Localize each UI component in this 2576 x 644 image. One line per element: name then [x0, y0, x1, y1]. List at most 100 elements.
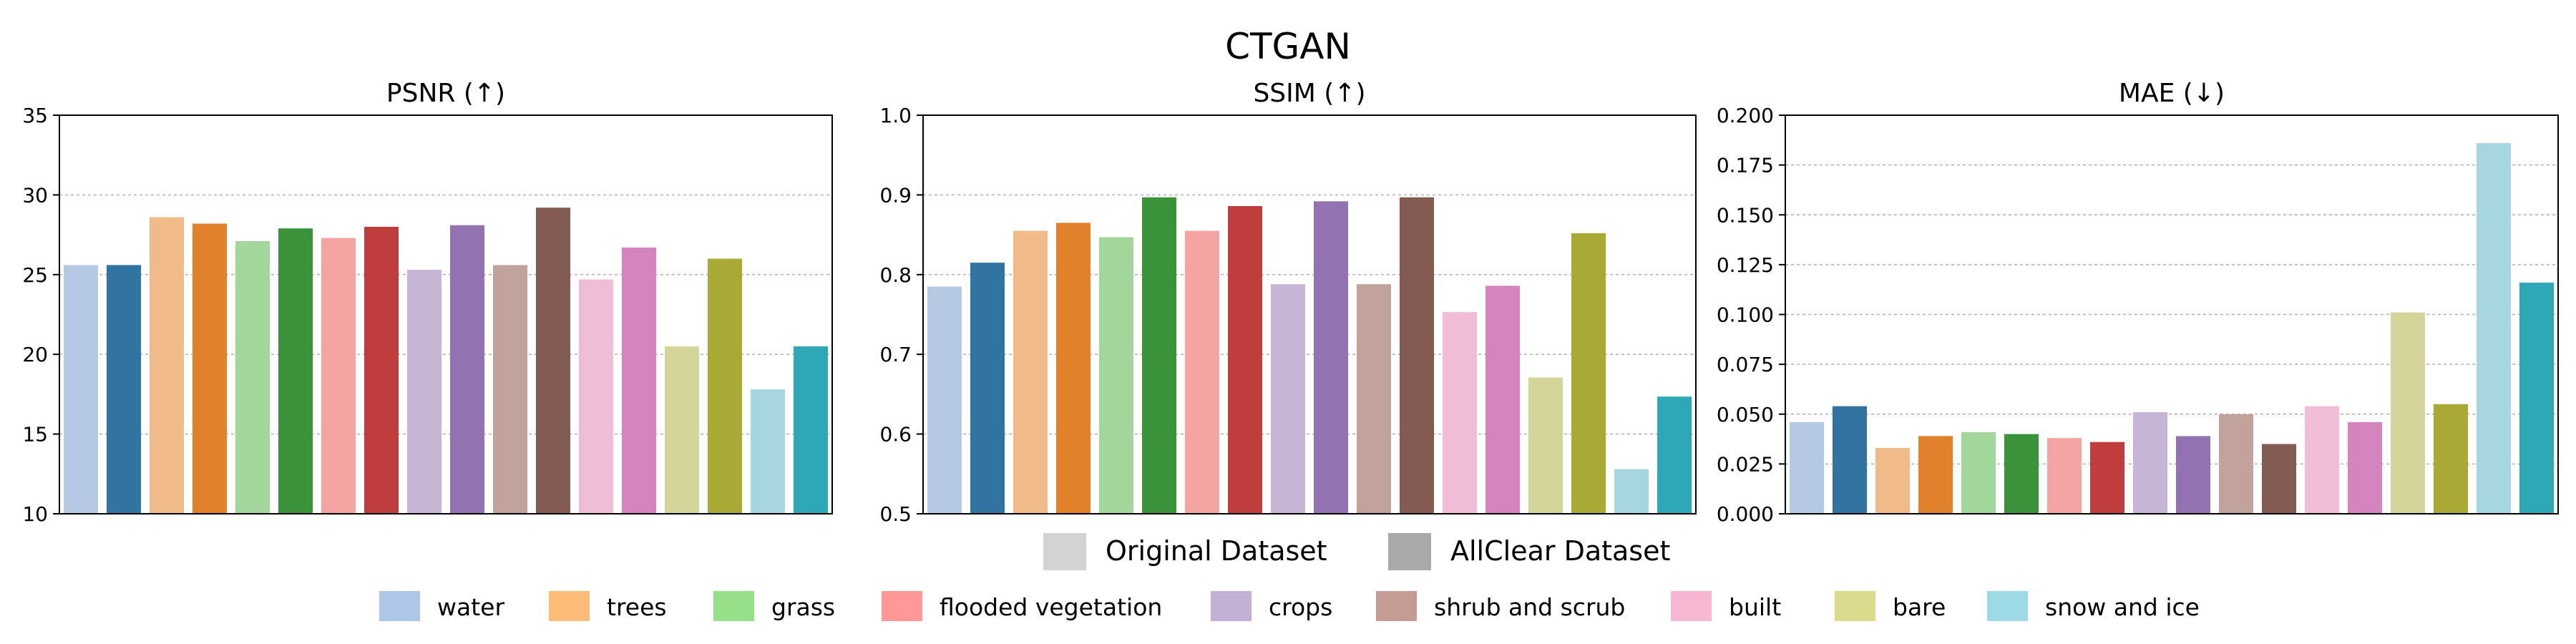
bar-grass-original [1099, 237, 1133, 514]
bar-shrub-and-scrub-original [2219, 414, 2253, 514]
bar-crops-allclear [450, 225, 484, 514]
bar-flooded-vegetation-original [2047, 438, 2082, 514]
bar-built-allclear [622, 247, 656, 514]
class-legend-swatch [1835, 591, 1875, 621]
y-tick-label: 30 [22, 183, 48, 207]
y-tick-label: 15 [22, 423, 48, 447]
bar-crops-original [1271, 284, 1305, 514]
y-tick-label: 35 [22, 104, 48, 127]
chart-panel-1: 0.5 0.6 0.7 0.8 0.9 1.0 SSIM (↑) [879, 79, 1697, 526]
class-legend-label: shrub and scrub [1434, 593, 1625, 621]
bar-bare-original [1528, 377, 1563, 514]
dataset-legend-swatch [1043, 533, 1086, 570]
class-legend-label: snow and ice [2045, 593, 2200, 621]
bar-crops-original [407, 270, 441, 514]
bar-built-original [1443, 312, 1477, 514]
bar-snow-and-ice-original [2477, 142, 2511, 514]
class-legend-label: crops [1269, 593, 1332, 621]
class-legend-label: water [437, 593, 504, 621]
y-tick-label: 25 [22, 263, 48, 287]
y-tick-label: 0.7 [879, 343, 912, 366]
y-tick-label: 0.100 [1717, 303, 1774, 327]
bar-trees-allclear [1056, 223, 1091, 514]
class-legend-swatch [882, 591, 922, 621]
bar-bare-original [2391, 312, 2425, 514]
class-legend-swatch [1211, 591, 1252, 621]
bar-bare-original [665, 346, 699, 514]
bar-built-allclear [1485, 286, 1520, 514]
bar-shrub-and-scrub-original [1357, 284, 1391, 514]
bar-shrub-and-scrub-original [493, 265, 527, 514]
bar-built-original [579, 279, 613, 514]
class-legend-label: trees [607, 593, 667, 621]
axes-frame [922, 114, 1697, 514]
bar-flooded-vegetation-allclear [364, 226, 399, 514]
dataset-legend: Original Dataset AllClear Dataset [1043, 533, 1670, 570]
class-legend-swatch [549, 591, 590, 621]
bar-water-original [1790, 421, 1824, 514]
bar-grass-allclear [2004, 434, 2039, 514]
bar-crops-allclear [2176, 436, 2210, 514]
class-legend-label: bare [1893, 593, 1946, 621]
class-legend-label: built [1729, 593, 1781, 621]
bar-shrub-and-scrub-allclear [536, 208, 570, 514]
axes-frame [1785, 114, 2559, 514]
bar-flooded-vegetation-allclear [2090, 441, 2124, 514]
y-tick-label: 0.8 [879, 263, 912, 287]
y-tick-label: 0.125 [1717, 253, 1774, 277]
class-legend-swatch [713, 591, 754, 621]
y-tick-label: 0.075 [1717, 353, 1774, 376]
class-legend-swatch [1671, 591, 1712, 621]
class-legend-label: flooded vegetation [940, 593, 1162, 621]
bar-crops-allclear [1314, 201, 1348, 514]
class-legend-label: grass [771, 593, 835, 621]
y-tick-label: 0.150 [1717, 203, 1774, 227]
y-tick-label: 0.9 [879, 183, 912, 207]
bar-snow-and-ice-allclear [2519, 282, 2554, 514]
bar-crops-original [2133, 411, 2167, 514]
y-tick-label: 1.0 [879, 104, 912, 127]
bar-snow-and-ice-allclear [1657, 396, 1692, 514]
bar-grass-allclear [278, 228, 313, 514]
dataset-legend-swatch [1388, 533, 1431, 570]
bar-trees-allclear [1918, 436, 1953, 514]
class-legend-swatch [379, 591, 420, 621]
bar-grass-allclear [1142, 197, 1176, 514]
chart-panel-0: 10 15 20 25 30 35 PSNR (↑) [22, 79, 833, 526]
y-tick-label: 0.175 [1717, 154, 1774, 177]
y-tick-label: 0.6 [879, 423, 912, 447]
bar-trees-original [150, 217, 184, 514]
y-tick-label: 0.000 [1717, 502, 1774, 526]
bar-flooded-vegetation-original [1185, 230, 1219, 514]
y-tick-label: 0.5 [879, 502, 912, 526]
bar-water-original [927, 286, 962, 514]
bar-bare-allclear [708, 258, 742, 514]
bar-shrub-and-scrub-allclear [1400, 197, 1434, 514]
bar-snow-and-ice-original [1614, 469, 1649, 514]
chart-title: SSIM (↑) [1253, 79, 1365, 108]
bar-built-allclear [2348, 421, 2382, 514]
bar-trees-original [1875, 448, 1910, 514]
y-tick-label: 20 [22, 343, 48, 366]
bar-water-allclear [1833, 406, 1867, 514]
bar-water-allclear [107, 265, 141, 514]
y-tick-label: 0.050 [1717, 403, 1774, 426]
class-legend-swatch [1376, 591, 1417, 621]
figure-title: CTGAN [1225, 26, 1351, 67]
bar-water-original [64, 265, 98, 514]
y-tick-label: 0.025 [1717, 452, 1774, 476]
class-legend-swatch [1987, 591, 2028, 621]
bar-flooded-vegetation-allclear [1228, 205, 1262, 514]
charts-group: 10 15 20 25 30 35 PSNR (↑) 0.5 0.6 0.7 0.8 0.9 1.0 SS… [22, 79, 2559, 526]
bar-water-allclear [970, 263, 1005, 514]
bar-shrub-and-scrub-allclear [2262, 444, 2296, 514]
dataset-legend-label: AllClear Dataset [1450, 535, 1670, 567]
bar-bare-allclear [2434, 404, 2468, 514]
bar-built-original [2305, 406, 2339, 514]
bar-flooded-vegetation-original [321, 238, 356, 514]
bar-snow-and-ice-original [751, 389, 785, 514]
axes-frame [59, 114, 833, 514]
bar-trees-original [1013, 230, 1048, 514]
bar-grass-original [235, 241, 270, 514]
